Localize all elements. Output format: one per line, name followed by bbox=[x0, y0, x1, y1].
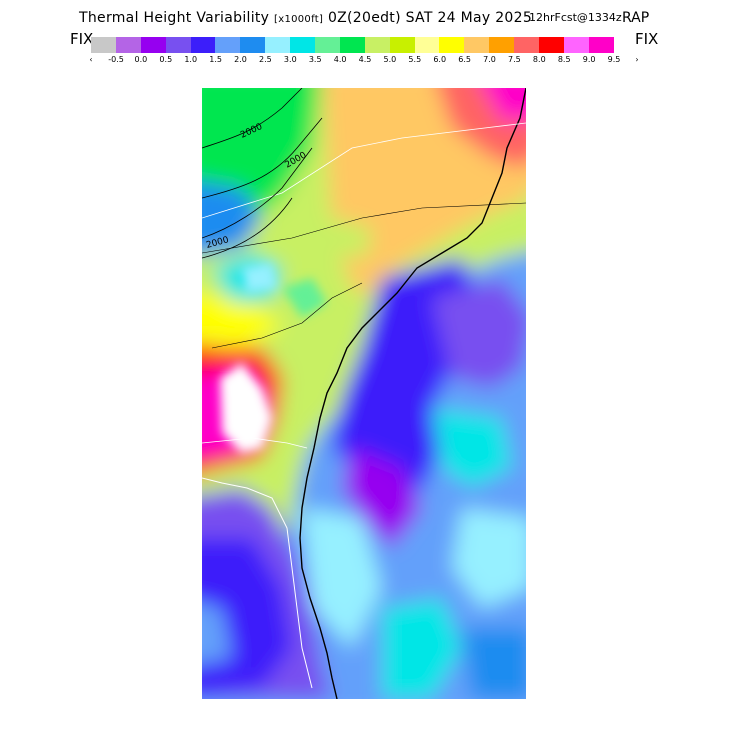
legend-tick-label: 7.0 bbox=[483, 55, 496, 64]
legend-swatch bbox=[91, 37, 116, 53]
forecast-label: 12hrFcst@1334z bbox=[529, 11, 622, 24]
legend-swatch bbox=[364, 37, 390, 53]
title-name: Thermal Height Variability bbox=[79, 10, 270, 26]
chart-title: Thermal Height Variability [x1000ft] 0Z(… bbox=[0, 9, 729, 27]
legend-tick-label: 8.0 bbox=[532, 55, 546, 64]
legend-tick-label: 5.0 bbox=[383, 55, 397, 64]
legend-arrow-left[interactable]: ‹ bbox=[89, 55, 93, 64]
legend-swatch bbox=[315, 37, 340, 53]
legend-tick-label: 4.0 bbox=[333, 55, 347, 64]
model-label: RAP bbox=[622, 10, 650, 26]
legend-tick-label: 1.0 bbox=[184, 55, 198, 64]
legend-swatch bbox=[588, 37, 614, 53]
legend-swatch bbox=[439, 37, 465, 53]
legend-swatch bbox=[290, 37, 316, 53]
legend-swatch bbox=[339, 37, 365, 53]
map-highlights bbox=[220, 263, 327, 453]
legend-tick-label: 5.5 bbox=[408, 55, 422, 64]
legend-swatch bbox=[140, 37, 166, 53]
legend-swatch bbox=[115, 37, 141, 53]
color-legend bbox=[91, 37, 639, 53]
title-units: [x1000ft] bbox=[274, 14, 324, 25]
contour-line bbox=[202, 147, 313, 239]
legend-swatch bbox=[414, 37, 440, 53]
state-boundary bbox=[202, 202, 526, 254]
legend-swatch bbox=[240, 37, 266, 53]
legend-swatch bbox=[514, 37, 540, 53]
contour-line bbox=[202, 88, 303, 149]
title-run: 0Z(20edt) SAT 24 May 2025 bbox=[327, 10, 533, 26]
title-text: Thermal Height Variability [x1000ft] 0Z(… bbox=[79, 9, 532, 29]
gulf-coastline bbox=[202, 477, 313, 689]
legend-tick-label: 3.0 bbox=[283, 55, 297, 64]
legend-swatch bbox=[215, 37, 241, 53]
legend-swatch bbox=[539, 37, 564, 53]
legend-swatch bbox=[265, 37, 291, 53]
legend-tick-label: 6.5 bbox=[458, 55, 471, 64]
legend-swatch bbox=[165, 37, 191, 53]
legend-tick-label: 7.5 bbox=[508, 55, 521, 64]
legend-tick-label: 1.5 bbox=[209, 55, 222, 64]
legend-tick-label: 2.0 bbox=[234, 55, 247, 64]
fix-right-label[interactable]: FIX bbox=[635, 30, 659, 48]
legend-tick-label: 3.5 bbox=[308, 55, 322, 64]
thermal-height-map: 2000 2000 2000 bbox=[202, 88, 526, 699]
legend-swatch bbox=[389, 37, 415, 53]
legend-tick-label: 8.5 bbox=[557, 55, 571, 64]
fix-left-label[interactable]: FIX bbox=[70, 30, 94, 48]
legend-ticks: ‹ -0.5 0.0 0.5 1.0 1.5 2.0 2.5 3.0 3.5 4.0 4.5 5.0 5.… bbox=[0, 55, 729, 67]
contour-line bbox=[202, 117, 323, 199]
legend-tick-label: 9.0 bbox=[582, 55, 596, 64]
contour-line bbox=[202, 197, 293, 259]
map-svg: 2000 2000 2000 bbox=[202, 88, 526, 699]
state-boundary bbox=[202, 122, 526, 219]
legend-swatch bbox=[489, 37, 515, 53]
legend-swatch bbox=[563, 37, 589, 53]
legend-tick-label: -0.5 bbox=[108, 55, 124, 64]
state-boundary bbox=[211, 282, 363, 349]
legend-tick-label: 0.5 bbox=[159, 55, 173, 64]
legend-tick-label: 6.0 bbox=[433, 55, 447, 64]
coastline bbox=[299, 88, 526, 699]
legend-swatch bbox=[190, 37, 216, 53]
state-boundary bbox=[202, 437, 308, 449]
legend-arrow-right[interactable]: › bbox=[635, 55, 639, 64]
legend-tick-label: 2.5 bbox=[259, 55, 272, 64]
legend-swatch bbox=[464, 37, 490, 53]
legend-tick-label: 0.0 bbox=[134, 55, 148, 64]
legend-tick-label: 9.5 bbox=[607, 55, 621, 64]
legend-tick-label: 4.5 bbox=[358, 55, 372, 64]
